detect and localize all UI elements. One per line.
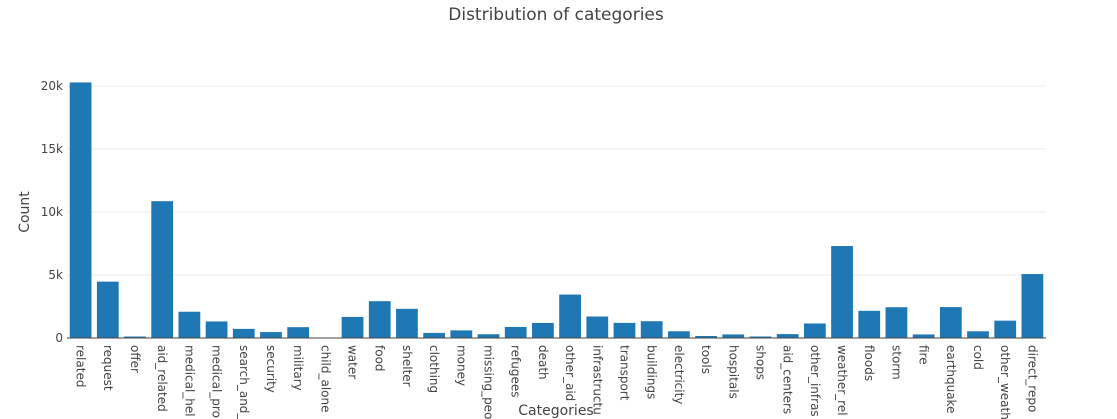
x-tick-label: direct_repo <box>1025 345 1039 412</box>
x-tick-label: electricity <box>672 345 686 404</box>
x-tick-label: cold <box>971 345 985 370</box>
x-tick-label: fire <box>917 345 931 365</box>
x-tick-label: tools <box>699 345 713 374</box>
bar <box>912 334 935 338</box>
bar <box>885 307 908 338</box>
bar <box>232 328 255 338</box>
bar <box>477 334 500 338</box>
x-tick-label: refugees <box>509 345 523 398</box>
x-tick-label: aid_centers <box>781 345 795 414</box>
bar <box>803 323 826 338</box>
bar <box>450 330 473 338</box>
x-tick-label: missing_peo <box>482 345 496 419</box>
x-axis-title: Categories <box>518 403 593 419</box>
x-tick-label: clothing <box>427 345 441 393</box>
x-tick-label: infrastructu <box>590 345 604 415</box>
bar <box>69 82 92 338</box>
y-axis-title: Count <box>17 191 33 233</box>
bar <box>205 321 228 338</box>
bar <box>695 335 717 338</box>
bar <box>423 332 446 338</box>
bar <box>831 246 853 338</box>
x-tick-label: offer <box>128 345 142 373</box>
x-tick-label: other_weath <box>998 345 1012 419</box>
x-tick-label: related <box>74 345 88 387</box>
bar <box>967 331 989 338</box>
y-tick-label: 15k <box>41 142 63 156</box>
bar <box>776 334 799 338</box>
bar <box>749 336 772 338</box>
bar <box>368 301 391 338</box>
x-tick-label: floods <box>862 345 876 381</box>
bar <box>260 332 282 338</box>
bar <box>124 336 146 338</box>
x-tick-label: search_and_ <box>237 345 251 419</box>
x-tick-label: buildings <box>645 345 659 399</box>
x-tick-label: aid_related <box>155 345 169 412</box>
bar <box>341 316 364 338</box>
bar <box>613 322 636 338</box>
bar <box>858 310 881 338</box>
x-tick-label: medical_hel <box>182 345 196 417</box>
bar <box>667 331 690 338</box>
bar <box>559 294 581 338</box>
x-tick-label: transport <box>617 345 631 401</box>
x-tick-label: security <box>264 345 278 393</box>
y-tick-label: 5k <box>48 268 63 282</box>
x-tick-label: shelter <box>400 345 414 387</box>
bar <box>586 316 609 338</box>
y-tick-label: 10k <box>41 205 63 219</box>
x-tick-label: death <box>536 345 550 380</box>
x-tick-label: request <box>101 345 115 391</box>
x-tick-label: weather_rel <box>835 345 849 416</box>
x-tick-label: storm <box>889 345 903 380</box>
x-tick-label: military <box>291 345 305 391</box>
x-tick-label: other_infras <box>808 345 822 417</box>
x-tick-label: medical_pro <box>210 345 224 418</box>
bar <box>532 322 554 338</box>
y-tick-label: 20k <box>41 79 63 93</box>
x-tick-label: other_aid <box>563 345 577 401</box>
x-tick-label: child_alone <box>318 345 332 413</box>
y-tick-label: 0 <box>55 331 63 345</box>
bar <box>722 334 745 338</box>
bar <box>151 201 174 338</box>
bar <box>178 311 201 338</box>
bar <box>96 281 119 338</box>
x-tick-label: food <box>373 345 387 372</box>
bar <box>1021 274 1044 338</box>
x-tick-label: earthquake <box>944 345 958 413</box>
x-tick-label: money <box>454 345 468 386</box>
x-tick-label: water <box>346 345 360 379</box>
x-tick-label: shops <box>753 345 767 380</box>
bar <box>287 327 310 338</box>
bar <box>396 308 418 338</box>
chart-title: Distribution of categories <box>448 5 664 25</box>
bar <box>939 307 962 338</box>
x-tick-label: hospitals <box>726 345 740 399</box>
bar <box>504 326 527 338</box>
bar <box>994 320 1017 338</box>
bar <box>640 321 663 338</box>
